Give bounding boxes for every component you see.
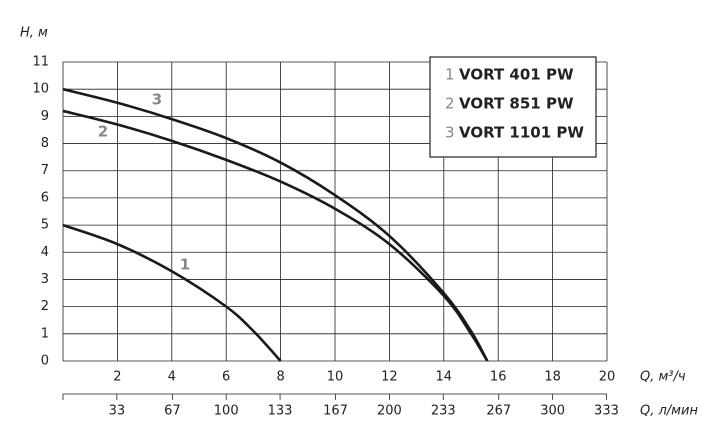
x2-tick-label: 233	[431, 404, 456, 419]
y-tick-label: 5	[41, 218, 49, 233]
y-tick-label: 6	[41, 190, 49, 205]
y-tick-label: 4	[41, 245, 49, 260]
x2-tick-label: 33	[109, 404, 126, 419]
y-tick-label: 9	[41, 109, 49, 124]
x2-tick-label: 133	[268, 404, 293, 419]
x2-tick-label: 267	[486, 404, 511, 419]
x2-tick-label: 167	[323, 404, 348, 419]
x-tick-label: 6	[222, 370, 230, 385]
legend-number: 2	[445, 95, 455, 113]
y-tick-label: 8	[41, 136, 49, 151]
x-tick-label: 8	[276, 370, 284, 385]
curve	[62, 109, 489, 362]
legend-entry: VORT 851 PW	[459, 95, 574, 113]
x2-tick-label: 300	[540, 404, 565, 419]
x-tick-label: 2	[113, 370, 121, 385]
x-tick-label: 20	[599, 370, 616, 385]
x2-tick-label: 67	[164, 404, 181, 419]
curve-label: 3	[152, 91, 162, 109]
legend-number: 3	[445, 124, 455, 142]
x2-tick-label: 200	[377, 404, 402, 419]
y-tick-label: 1	[41, 326, 49, 341]
x2-axis-label: Q, л/мин	[640, 404, 698, 419]
x-tick-label: 14	[436, 370, 453, 385]
x-axis-label: Q, м³/ч	[640, 370, 686, 385]
y-axis-label: H, м	[20, 26, 48, 41]
x2-tick-label: 100	[214, 404, 239, 419]
x-tick-label: 12	[381, 370, 398, 385]
y-tick-label: 11	[32, 55, 49, 70]
x-tick-label: 18	[544, 370, 561, 385]
curve-label: 2	[98, 123, 108, 141]
legend-box	[429, 56, 597, 158]
x-tick-label: 10	[327, 370, 344, 385]
curve	[62, 87, 489, 362]
legend-entry: VORT 401 PW	[459, 66, 574, 84]
y-tick-label: 7	[41, 163, 49, 178]
curve-label: 1	[180, 256, 190, 274]
x2-tick-label: 333	[594, 404, 619, 419]
y-tick-label: 0	[41, 354, 49, 369]
y-tick-label: 10	[32, 82, 49, 97]
y-tick-label: 2	[41, 299, 49, 314]
legend-number: 1	[445, 66, 455, 84]
legend-entry: VORT 1101 PW	[459, 124, 584, 142]
x-tick-label: 4	[168, 370, 176, 385]
curve	[62, 223, 282, 362]
y-tick-label: 3	[41, 272, 49, 287]
x-tick-label: 16	[490, 370, 507, 385]
